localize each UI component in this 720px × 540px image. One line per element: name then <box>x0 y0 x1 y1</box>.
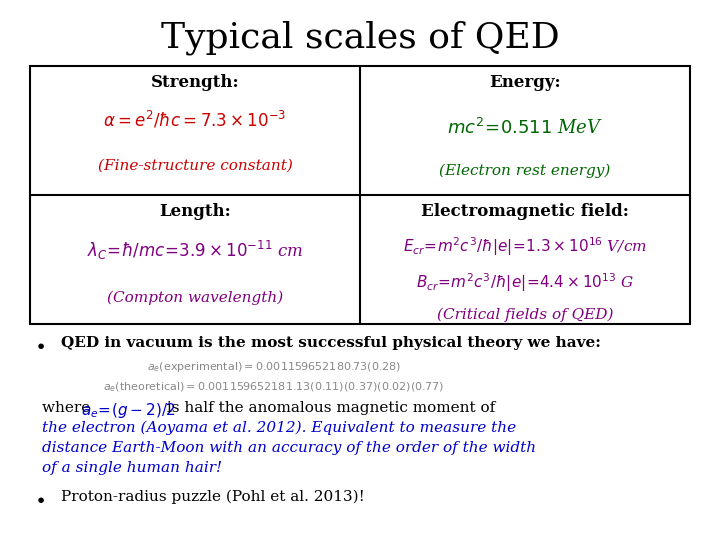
Text: (Electron rest energy): (Electron rest energy) <box>439 164 611 178</box>
Text: $\bullet$: $\bullet$ <box>34 490 45 508</box>
Text: (Fine-structure constant): (Fine-structure constant) <box>98 159 292 173</box>
Text: $mc^2\!=\!0.511$ MeV: $mc^2\!=\!0.511$ MeV <box>447 118 603 138</box>
Text: Proton-radius puzzle (Pohl et al. 2013)!: Proton-radius puzzle (Pohl et al. 2013)! <box>61 490 365 504</box>
Text: of a single human hair!: of a single human hair! <box>42 461 222 475</box>
Text: Energy:: Energy: <box>489 73 561 91</box>
Text: QED in vacuum is the most successful physical theory we have:: QED in vacuum is the most successful phy… <box>61 336 601 350</box>
Text: is half the anomalous magnetic moment of: is half the anomalous magnetic moment of <box>162 401 495 415</box>
Text: Length:: Length: <box>159 202 231 220</box>
Text: Strength:: Strength: <box>150 73 240 91</box>
Text: (Compton wavelength): (Compton wavelength) <box>107 291 283 305</box>
Text: the electron (Aoyama et al. 2012). Equivalent to measure the: the electron (Aoyama et al. 2012). Equiv… <box>42 421 516 435</box>
Text: $B_{cr}\!=\!m^2c^3/\hbar|e|\!=\!4.4\times10^{13}$ G: $B_{cr}\!=\!m^2c^3/\hbar|e|\!=\!4.4\time… <box>415 271 634 294</box>
Text: $\alpha=e^2/\hbar c=7.3\times10^{-3}$: $\alpha=e^2/\hbar c=7.3\times10^{-3}$ <box>104 110 287 131</box>
Text: where: where <box>42 401 95 415</box>
Text: Electromagnetic field:: Electromagnetic field: <box>421 202 629 220</box>
Text: $\bullet$: $\bullet$ <box>34 336 45 354</box>
Text: $a_e(\mathrm{experimental}) = 0.001159652180.73(0.28)$: $a_e(\mathrm{experimental}) = 0.00115965… <box>147 360 400 374</box>
Text: $E_{cr}\!=\!m^2c^3/\hbar|e|\!=\!1.3\times10^{16}$ V/cm: $E_{cr}\!=\!m^2c^3/\hbar|e|\!=\!1.3\time… <box>403 235 647 258</box>
Text: $a_e(\mathrm{theoretical}) = 0.001159652181.13(0.11)(0.37)(0.02)(0.77)$: $a_e(\mathrm{theoretical}) = 0.001159652… <box>103 380 444 394</box>
Text: (Critical fields of QED): (Critical fields of QED) <box>436 307 613 322</box>
Text: Typical scales of QED: Typical scales of QED <box>161 21 559 55</box>
Text: $a_e\!=\!(g-2)/2$: $a_e\!=\!(g-2)/2$ <box>81 401 176 420</box>
Text: distance Earth-Moon with an accuracy of the order of the width: distance Earth-Moon with an accuracy of … <box>42 441 536 455</box>
Text: $\lambda_C\!=\!\hbar/mc\!=\!3.9\times10^{-11}$ cm: $\lambda_C\!=\!\hbar/mc\!=\!3.9\times10^… <box>87 239 303 262</box>
